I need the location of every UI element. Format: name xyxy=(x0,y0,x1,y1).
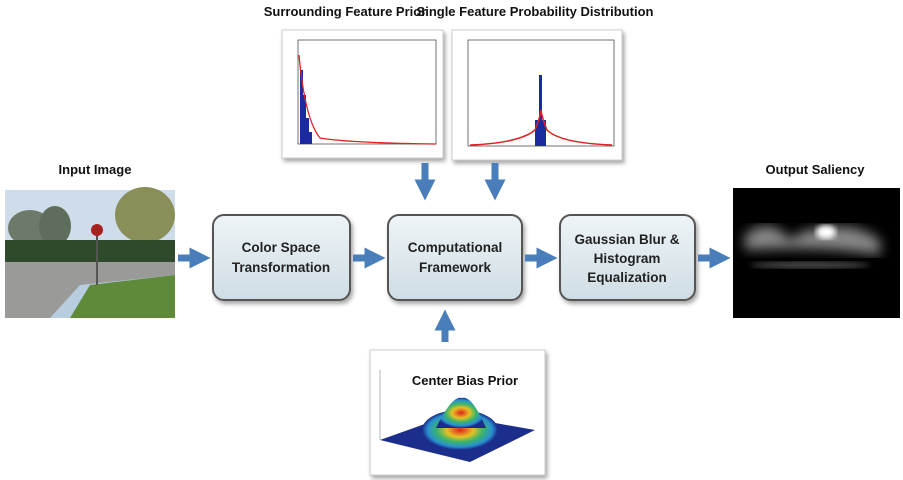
label: Center Bias Prior xyxy=(412,373,518,388)
saliency-image xyxy=(733,188,900,318)
label: Input Image xyxy=(59,162,132,177)
box-text: Computational xyxy=(408,240,503,255)
surrounding-plot xyxy=(281,29,444,159)
process-box: Color Space Transformation xyxy=(212,214,351,301)
box-text: Gaussian Blur & xyxy=(574,232,679,247)
arrows xyxy=(178,163,731,342)
box-text: Framework xyxy=(419,260,492,275)
process-box: Computational Framework xyxy=(387,214,523,301)
process-box: Gaussian Blur & Histogram Equalization xyxy=(559,214,696,301)
box-text: Equalization xyxy=(587,270,667,285)
box-text: Transformation xyxy=(232,260,330,275)
box-text: Histogram xyxy=(594,251,661,266)
single-feature-plot xyxy=(451,29,623,161)
label: Surrounding Feature Prior xyxy=(264,4,427,19)
input-image xyxy=(5,187,175,318)
label: Output Saliency xyxy=(766,162,866,177)
center-bias-plot xyxy=(369,349,546,476)
label: Single Feature Probability Distribution xyxy=(417,4,654,19)
box-text: Color Space xyxy=(242,240,321,255)
